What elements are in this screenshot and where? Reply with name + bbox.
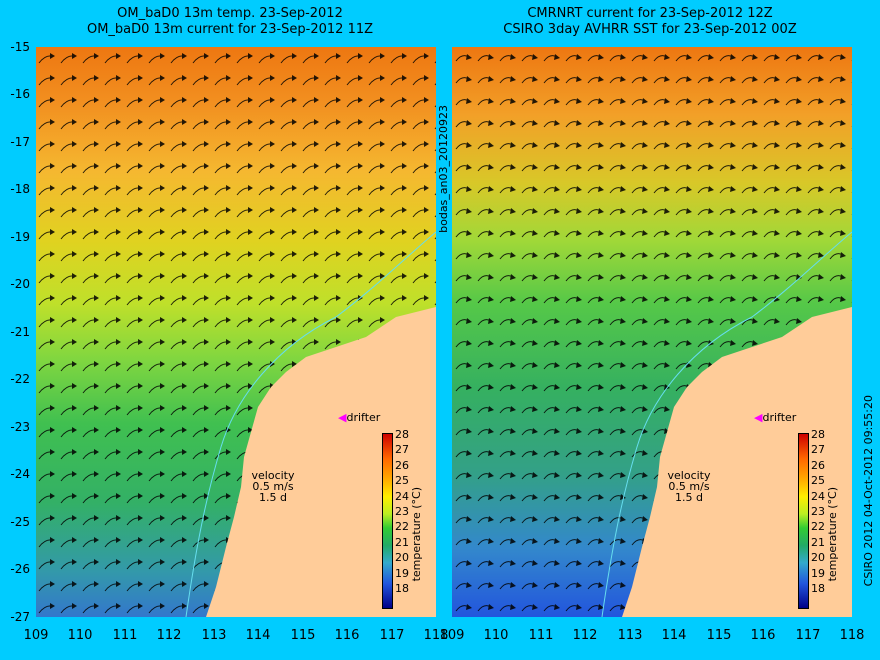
x-tick: 112 xyxy=(572,628,598,643)
x-tick: 117 xyxy=(379,628,405,643)
x-tick: 111 xyxy=(528,628,554,643)
x-tick: 115 xyxy=(290,628,316,643)
y-tick: -27 xyxy=(10,610,30,624)
x-tick: 111 xyxy=(112,628,138,643)
velocity-time: 1.5 d xyxy=(259,491,287,504)
x-tick: 114 xyxy=(661,628,687,643)
y-tick: -24 xyxy=(10,467,30,481)
x-tick: 109 xyxy=(23,628,49,643)
drifter-marker: ◀drifter xyxy=(754,411,796,424)
cb-tick: 26 xyxy=(395,458,409,472)
cb-tick: 21 xyxy=(395,535,409,549)
x-tick: 109 xyxy=(439,628,465,643)
colorbar-label: temperature (°C) xyxy=(410,487,423,582)
colorbar-ticks: 28 27 26 25 24 23 22 21 20 19 18 xyxy=(395,427,409,596)
x-tick: 110 xyxy=(483,628,509,643)
drifter-icon: ◀ xyxy=(754,411,763,424)
cb-tick: 18 xyxy=(811,582,825,596)
x-tick: 113 xyxy=(201,628,227,643)
drifter-label: drifter xyxy=(762,411,797,424)
cb-tick: 22 xyxy=(395,520,409,534)
velocity-speed: 0.5 m/s xyxy=(668,480,710,493)
credit-label: CSIRO 2012 04-Oct-2012 09:55:20 xyxy=(862,395,875,587)
cb-tick: 18 xyxy=(395,582,409,596)
depth-contour xyxy=(185,231,436,617)
left-title-line1: OM_baD0 13m temp. 23-Sep-2012 xyxy=(117,6,343,21)
cb-tick: 23 xyxy=(395,505,409,519)
drifter-marker: ◀drifter xyxy=(338,411,380,424)
y-tick: -26 xyxy=(10,562,30,576)
right-title-line1: CMRNRT current for 23-Sep-2012 12Z xyxy=(527,6,773,21)
drifter-icon: ◀ xyxy=(338,411,347,424)
x-tick: 112 xyxy=(156,628,182,643)
y-tick: -17 xyxy=(10,135,30,149)
colorbar-label: temperature (°C) xyxy=(826,487,839,582)
y-tick: -15 xyxy=(10,40,30,54)
colorbar xyxy=(382,433,393,609)
y-tick: -21 xyxy=(10,325,30,339)
vector-field xyxy=(452,47,852,617)
velocity-label: velocity xyxy=(667,469,711,482)
left-title-line2: OM_baD0 13m current for 23-Sep-2012 11Z xyxy=(86,22,374,37)
left-map-svg xyxy=(36,47,436,617)
x-tick: 118 xyxy=(839,628,865,643)
drifter-label: drifter xyxy=(346,411,381,424)
right-map-panel: velocity 0.5 m/s 1.5 d ◀drifter 28 27 26… xyxy=(452,47,852,617)
colorbar-ticks: 28 27 26 25 24 23 22 21 20 19 18 xyxy=(811,427,825,596)
cb-tick: 25 xyxy=(395,474,409,488)
cb-tick: 22 xyxy=(811,520,825,534)
colorbar xyxy=(798,433,809,609)
cb-tick: 26 xyxy=(811,458,825,472)
x-tick: 114 xyxy=(245,628,271,643)
x-tick: 118 xyxy=(423,628,449,643)
cb-tick: 27 xyxy=(811,443,825,457)
velocity-label: velocity xyxy=(251,469,295,482)
x-tick: 116 xyxy=(334,628,360,643)
right-panel-title: CMRNRT current for 23-Sep-2012 12Z CSIRO… xyxy=(440,6,860,38)
x-tick: 116 xyxy=(750,628,776,643)
depth-contour xyxy=(601,231,852,617)
x-tick: 113 xyxy=(617,628,643,643)
y-tick: -20 xyxy=(10,277,30,291)
x-tick: 117 xyxy=(795,628,821,643)
cb-tick: 24 xyxy=(395,489,409,503)
y-tick: -25 xyxy=(10,515,30,529)
y-tick: -16 xyxy=(10,87,30,101)
cb-tick: 28 xyxy=(811,428,825,441)
cb-tick: 21 xyxy=(811,535,825,549)
x-tick: 115 xyxy=(706,628,732,643)
cb-tick: 19 xyxy=(395,566,409,580)
cb-tick: 24 xyxy=(811,489,825,503)
cb-tick: 19 xyxy=(811,566,825,580)
y-tick: -18 xyxy=(10,182,30,196)
cb-tick: 20 xyxy=(395,551,409,565)
velocity-speed: 0.5 m/s xyxy=(252,480,294,493)
y-tick: -23 xyxy=(10,420,30,434)
y-tick: -19 xyxy=(10,230,30,244)
cb-tick: 20 xyxy=(811,551,825,565)
right-title-line2: CSIRO 3day AVHRR SST for 23-Sep-2012 00Z xyxy=(503,22,797,37)
velocity-legend: velocity 0.5 m/s 1.5 d xyxy=(659,470,719,503)
cb-tick: 28 xyxy=(395,428,409,441)
cb-tick: 25 xyxy=(811,474,825,488)
x-tick: 110 xyxy=(67,628,93,643)
left-panel-title: OM_baD0 13m temp. 23-Sep-2012 OM_baD0 13… xyxy=(20,6,440,38)
cb-tick: 23 xyxy=(811,505,825,519)
vector-field xyxy=(36,47,436,617)
right-map-svg xyxy=(452,47,852,617)
velocity-time: 1.5 d xyxy=(675,491,703,504)
y-tick: -22 xyxy=(10,372,30,386)
cb-tick: 27 xyxy=(395,443,409,457)
velocity-legend: velocity 0.5 m/s 1.5 d xyxy=(243,470,303,503)
side-label: bodas_an03_20120923 xyxy=(437,105,450,233)
left-map-panel: velocity 0.5 m/s 1.5 d ◀drifter 28 27 26… xyxy=(36,47,436,617)
